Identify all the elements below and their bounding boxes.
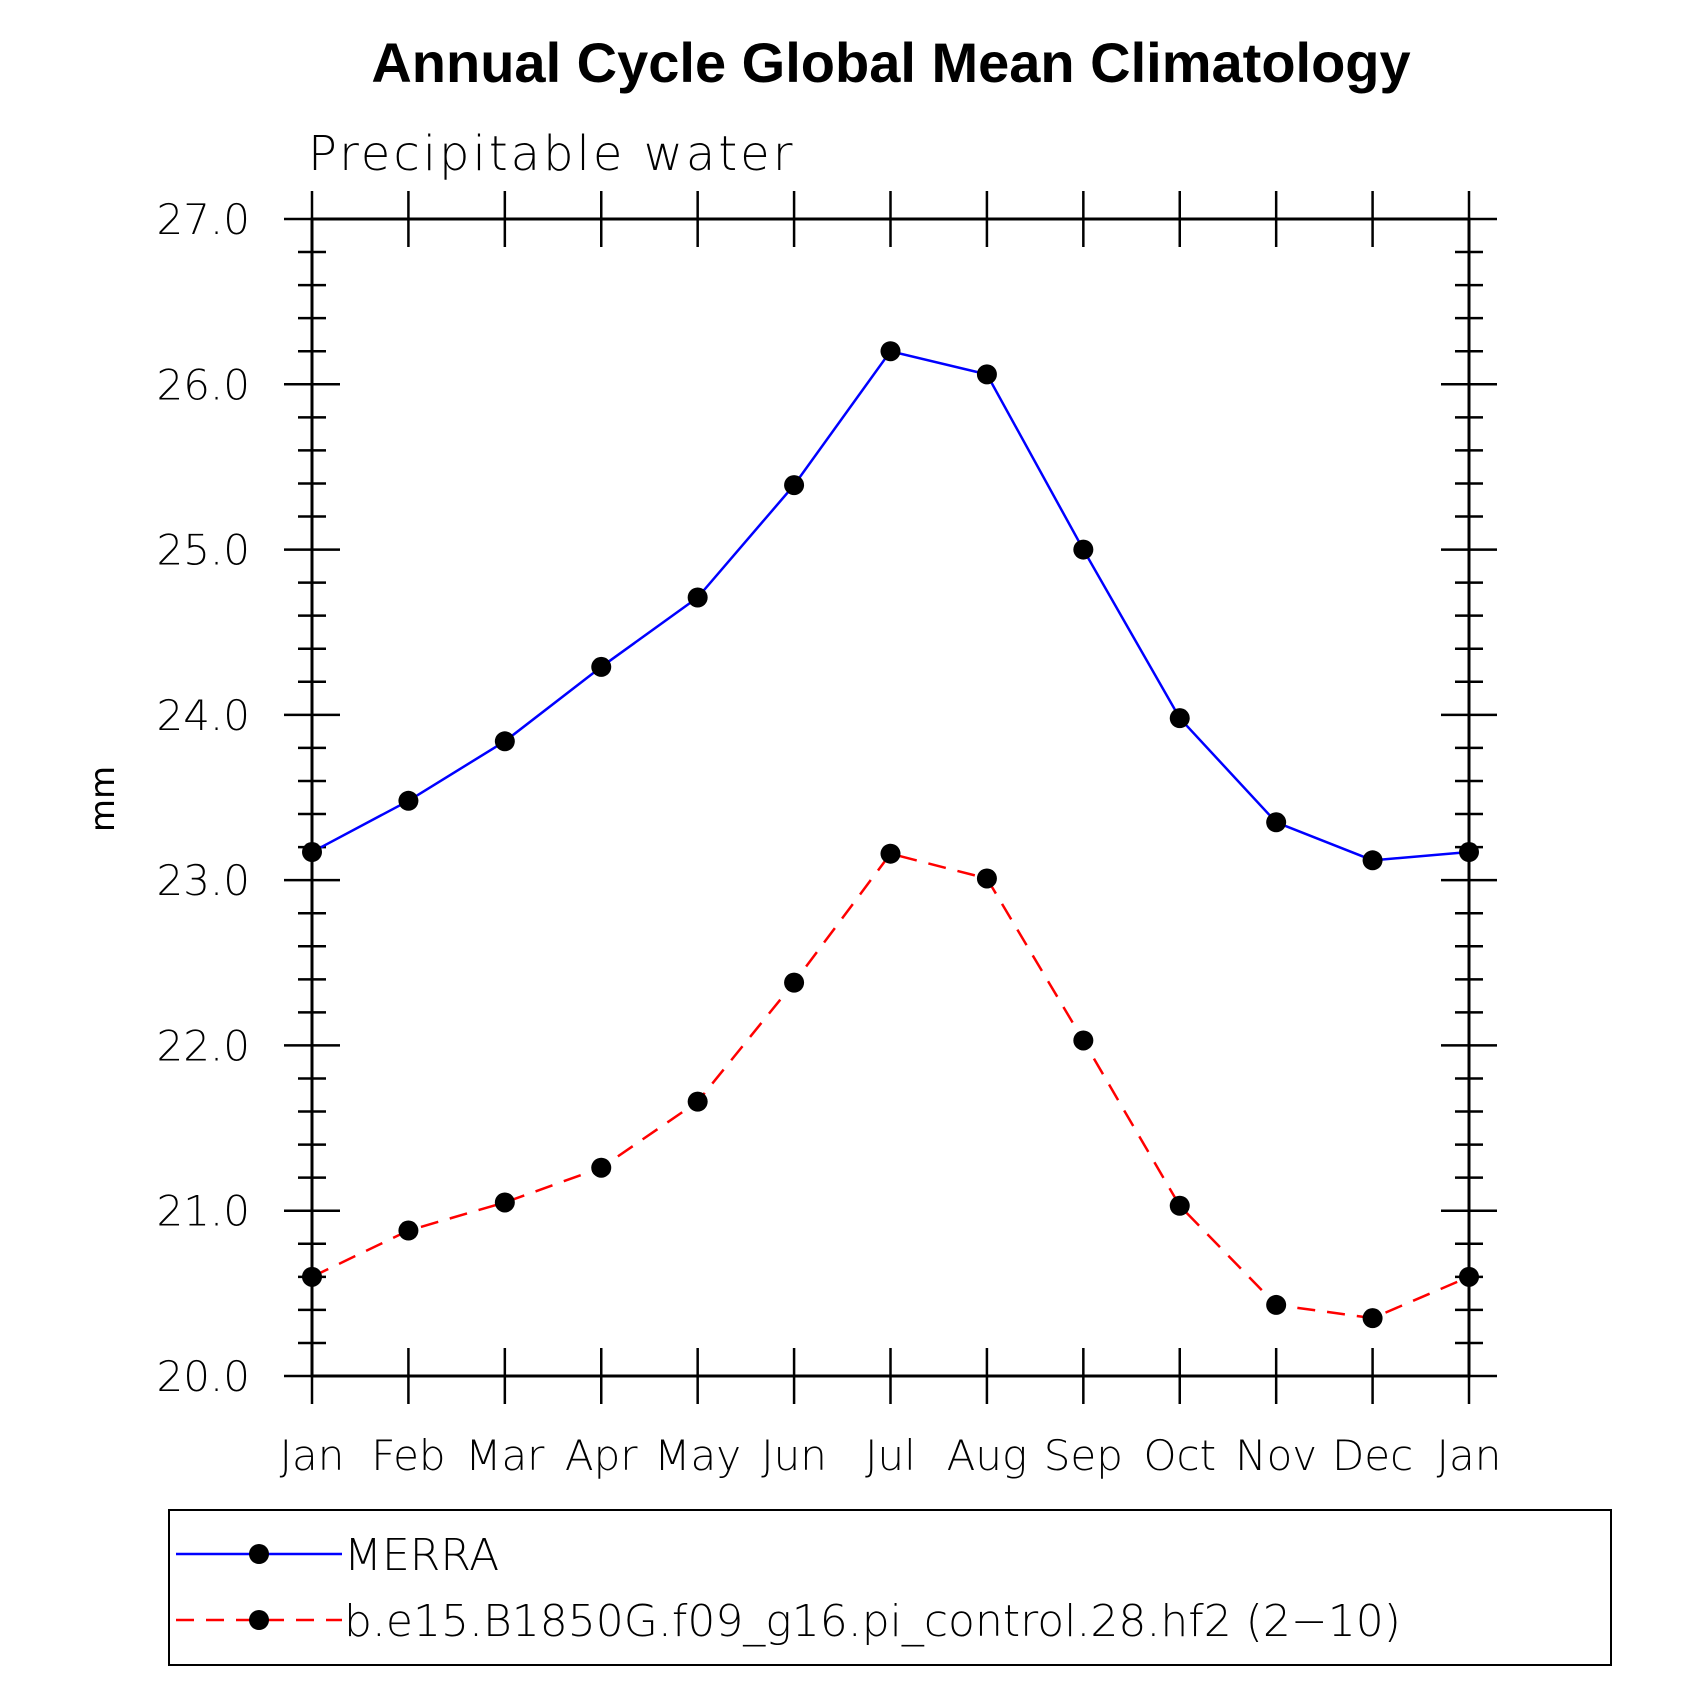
data-point <box>494 1192 515 1213</box>
data-point <box>784 972 805 993</box>
data-point <box>1266 1294 1287 1315</box>
chart-subtitle: Precipitable water <box>308 126 795 182</box>
legend-marker <box>249 1610 269 1630</box>
data-point <box>1073 539 1094 560</box>
data-point <box>302 842 322 863</box>
series-group <box>302 843 1479 1329</box>
series-group <box>302 341 1479 871</box>
data-point <box>687 587 708 608</box>
data-point <box>976 868 997 889</box>
x-tick-label: Jan <box>1437 1431 1502 1480</box>
y-axis-title: mm <box>83 766 123 832</box>
x-tick-label: Sep <box>1044 1431 1123 1480</box>
legend-marker <box>249 1544 269 1564</box>
legend: MERRA b.e15.B1850G.f09_g16.pi_control.28.… <box>168 1509 1612 1666</box>
y-tick-label: 27.0 <box>156 195 250 244</box>
series-line <box>311 852 1470 1320</box>
legend-label: MERRA <box>344 1530 499 1581</box>
data-point <box>880 341 901 362</box>
data-point <box>1266 812 1287 833</box>
legend-label: b.e15.B1850G.f09_g16.pi_control.28.hf2 (… <box>344 1596 1401 1647</box>
data-point <box>591 1157 612 1178</box>
data-point <box>494 731 515 752</box>
x-tick-label: Oct <box>1143 1431 1216 1480</box>
x-tick-label: Apr <box>565 1431 638 1480</box>
data-point <box>1169 708 1190 729</box>
chart-title: Annual Cycle Global Mean Climatology <box>371 31 1410 94</box>
data-point <box>687 1091 708 1112</box>
series-layer <box>302 341 1479 1329</box>
x-tick-label: Mar <box>465 1431 545 1480</box>
x-tick-label: Jul <box>865 1431 916 1480</box>
y-tick-label: 23.0 <box>156 856 250 905</box>
data-point <box>1073 1030 1094 1051</box>
data-point <box>1459 1266 1479 1287</box>
axes: 20.0 21.0 22.0 23.0 24.0 25.0 26.0 27.0 Jan Feb Ma… <box>156 191 1501 1480</box>
x-tick-label: Aug <box>947 1431 1028 1480</box>
x-tick-label: Dec <box>1332 1431 1413 1480</box>
data-point <box>1459 842 1479 863</box>
data-point <box>398 1220 419 1241</box>
plot-frame <box>310 217 1471 1378</box>
data-point <box>302 1266 322 1287</box>
y-tick-label: 26.0 <box>156 360 250 409</box>
y-tick-label: 25.0 <box>156 526 250 575</box>
data-point <box>398 790 419 811</box>
data-point <box>784 475 805 496</box>
y-tick-label: 20.0 <box>156 1352 250 1401</box>
x-tick-label: Nov <box>1235 1431 1317 1480</box>
x-tick-label: Feb <box>371 1431 445 1480</box>
x-tick-label: May <box>654 1431 741 1480</box>
series-line <box>311 349 1470 862</box>
data-point <box>1362 850 1383 871</box>
y-tick-label: 21.0 <box>156 1187 250 1236</box>
data-point <box>880 843 901 864</box>
legend-box <box>168 1509 1612 1666</box>
data-point <box>1169 1195 1190 1216</box>
x-tick-label: Jun <box>761 1431 827 1480</box>
y-tick-label: 24.0 <box>156 691 250 740</box>
data-point <box>1362 1308 1383 1329</box>
data-point <box>976 364 997 385</box>
y-tick-label: 22.0 <box>156 1021 250 1070</box>
data-point <box>591 656 612 677</box>
x-tick-label: Jan <box>280 1431 345 1480</box>
